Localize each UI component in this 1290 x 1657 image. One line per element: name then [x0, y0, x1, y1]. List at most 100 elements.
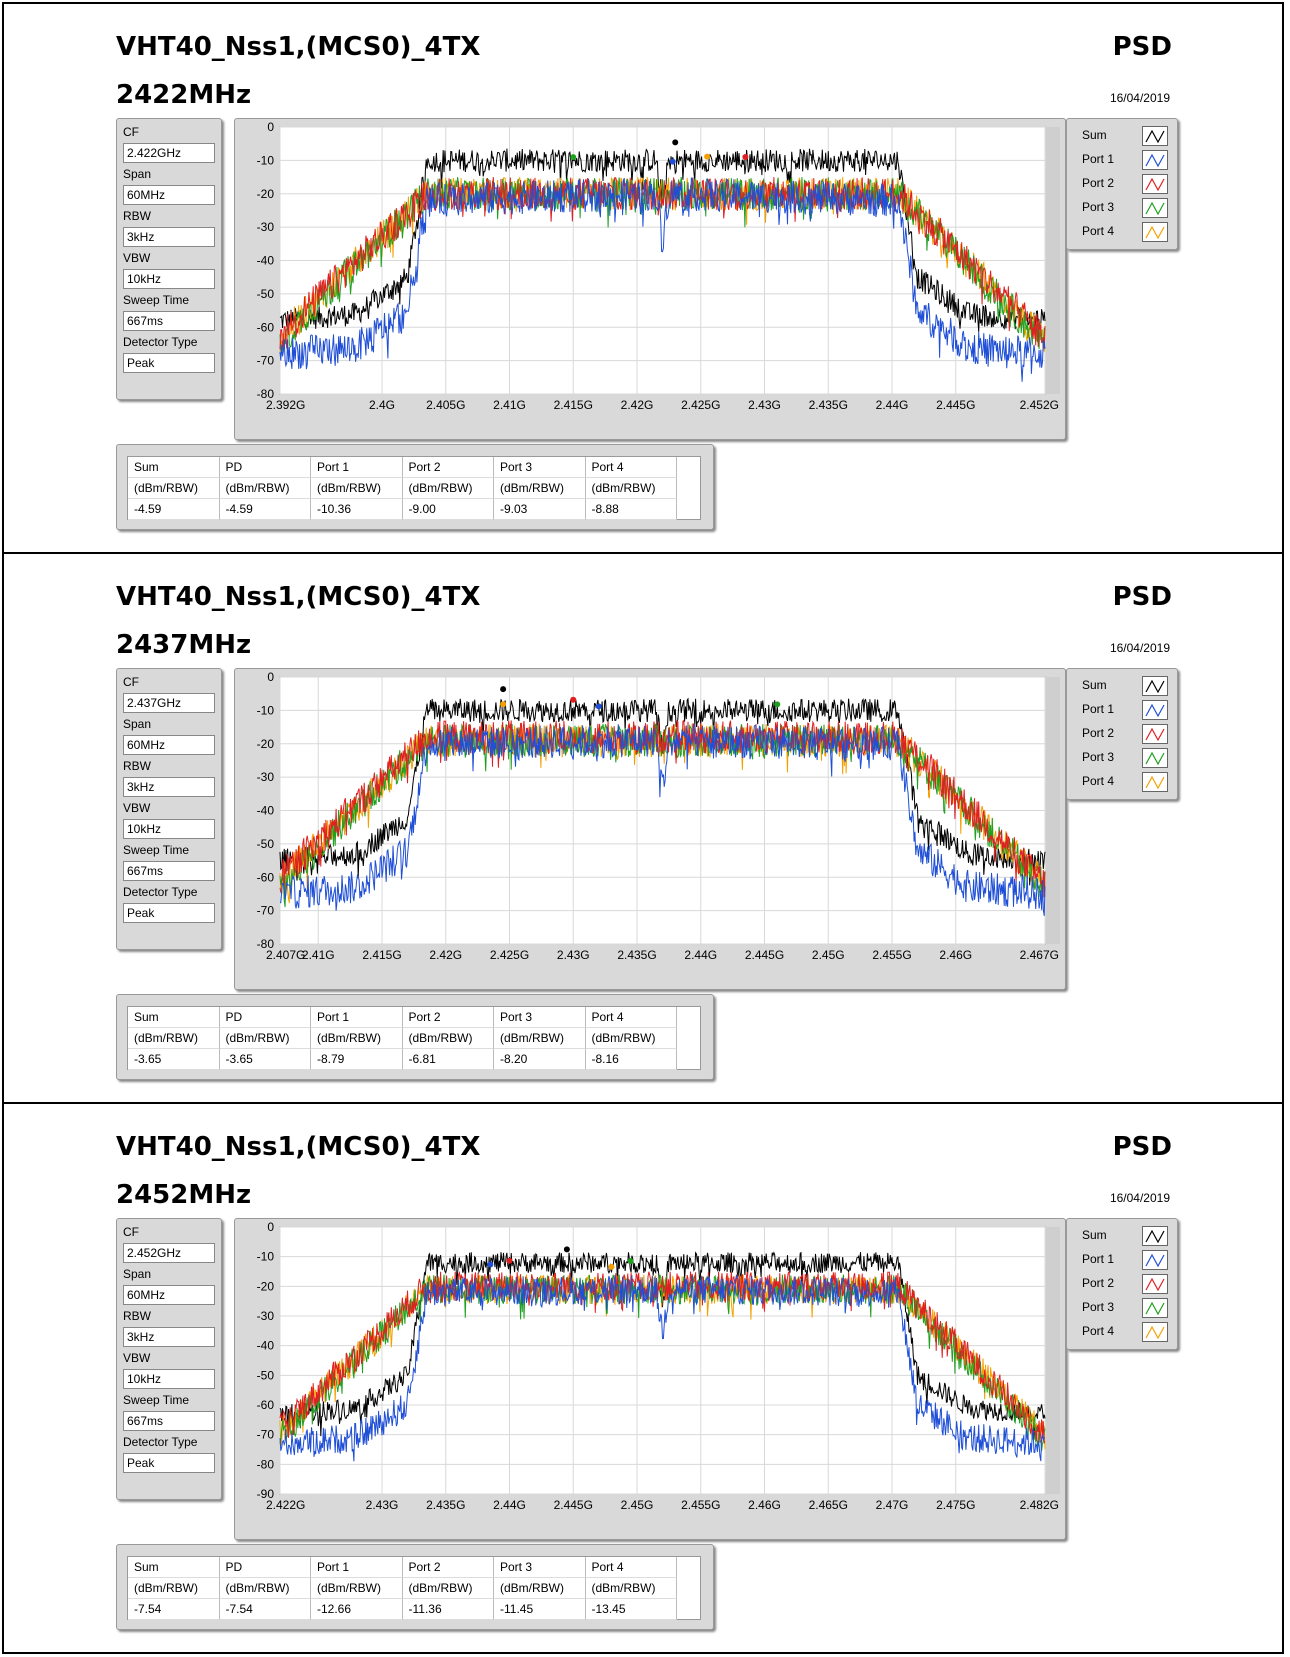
setting-value-field[interactable]: 60MHz	[123, 735, 215, 755]
x-tick-label: 2.41G	[302, 948, 335, 962]
setting-value-field[interactable]: 3kHz	[123, 227, 215, 247]
setting-value-field[interactable]: 3kHz	[123, 1327, 215, 1347]
legend-swatch[interactable]	[1142, 700, 1168, 720]
legend-swatch[interactable]	[1142, 676, 1168, 696]
plot-scrollbar[interactable]	[1046, 127, 1060, 394]
setting-value-field[interactable]: 2.422GHz	[123, 143, 215, 163]
legend-swatch[interactable]	[1142, 1274, 1168, 1294]
setting-value-field[interactable]: Peak	[123, 353, 215, 373]
table-value-cell: -9.03	[494, 499, 586, 520]
table-value-cell: -3.65	[219, 1049, 311, 1070]
swatch-line	[1145, 1229, 1165, 1244]
panel-title: VHT40_Nss1,(MCS0)_4TX	[116, 1132, 481, 1162]
setting-value-field[interactable]: 667ms	[123, 1411, 215, 1431]
legend-swatch[interactable]	[1142, 222, 1168, 242]
setting-value-field[interactable]: 10kHz	[123, 819, 215, 839]
legend-swatch[interactable]	[1142, 150, 1168, 170]
setting-value-field[interactable]: 2.437GHz	[123, 693, 215, 713]
table-unit-cell: (dBm/RBW)	[494, 478, 586, 499]
legend-entry: Sum	[1072, 1225, 1172, 1249]
y-tick-label: -70	[257, 1428, 275, 1442]
y-tick-label: -20	[257, 187, 275, 201]
table-value-cell: -8.79	[311, 1049, 403, 1070]
setting-value-field[interactable]: 10kHz	[123, 269, 215, 289]
legend-swatch[interactable]	[1142, 198, 1168, 218]
swatch-line	[1145, 153, 1165, 168]
plot-scrollbar[interactable]	[1046, 677, 1060, 944]
setting-label: CF	[123, 125, 139, 139]
setting-value-field[interactable]: 2.452GHz	[123, 1243, 215, 1263]
y-tick-label: -40	[257, 254, 275, 268]
legend-swatch[interactable]	[1142, 1250, 1168, 1270]
panel-3: VHT40_Nss1,(MCS0)_4TX 2452MHz PSD 16/04/201…	[4, 1104, 1282, 1656]
setting-label: Sweep Time	[123, 1393, 190, 1407]
legend-label: Port 2	[1082, 1276, 1115, 1290]
x-tick-label: 2.455G	[681, 1498, 720, 1512]
legend-entry: Port 1	[1072, 1249, 1172, 1273]
spectrum-chart: 0 -10 -20 -30 -40 -50 -60 -70 -80 -902.422G 2.43G 2…	[257, 1220, 1060, 1512]
legend-swatch[interactable]	[1142, 772, 1168, 792]
setting-label: Span	[123, 167, 152, 181]
series-line-port-1	[279, 177, 1046, 382]
peak-marker	[570, 696, 577, 703]
legend-swatch[interactable]	[1142, 174, 1168, 194]
plot-scrollbar[interactable]	[1046, 1227, 1060, 1494]
y-tick-label: -70	[257, 354, 275, 368]
y-tick-label: -60	[257, 870, 275, 884]
panel-frequency: 2437MHz	[116, 630, 252, 660]
legend: Sum Port 1 Port 2 Port 3 Port 4	[1066, 118, 1178, 250]
x-tick-label: 2.43G	[748, 398, 781, 412]
table-value-cell: -13.45	[585, 1599, 677, 1620]
legend-swatch[interactable]	[1142, 724, 1168, 744]
swatch-glyph	[1145, 751, 1165, 766]
setting-label: RBW	[123, 1309, 151, 1323]
x-tick-label: 2.422G	[266, 1498, 305, 1512]
series-line-port-2	[279, 1270, 1046, 1445]
table-unit-cell: (dBm/RBW)	[494, 1578, 586, 1599]
table-header-cell: Port 4	[585, 457, 677, 478]
y-tick-label: -10	[257, 153, 275, 167]
y-tick-label: -20	[257, 737, 275, 751]
table-header-cell: Port 2	[402, 1557, 494, 1578]
legend-swatch[interactable]	[1142, 1226, 1168, 1246]
table-value-cell: -6.81	[402, 1049, 494, 1070]
swatch-line	[1145, 727, 1165, 742]
table-header-cell: Port 2	[402, 457, 494, 478]
setting-value-field[interactable]: Peak	[123, 1453, 215, 1473]
plot-area	[279, 1226, 1046, 1495]
y-tick-label: -10	[257, 703, 275, 717]
legend-swatch[interactable]	[1142, 1298, 1168, 1318]
panel-title: VHT40_Nss1,(MCS0)_4TX	[116, 32, 481, 62]
y-tick-label: -70	[257, 904, 275, 918]
y-tick-label: -30	[257, 770, 275, 784]
psd-label: PSD	[1112, 32, 1172, 62]
legend-label: Port 4	[1082, 224, 1115, 238]
legend-swatch[interactable]	[1142, 126, 1168, 146]
swatch-line	[1145, 679, 1165, 694]
setting-value-field[interactable]: 3kHz	[123, 777, 215, 797]
setting-value-field[interactable]: 60MHz	[123, 185, 215, 205]
legend-swatch[interactable]	[1142, 1322, 1168, 1342]
swatch-glyph	[1145, 177, 1165, 192]
results-table: Sum (dBm/RBW) -4.59 PD (dBm/RBW) -4.59 Port 1(…	[116, 444, 714, 530]
setting-value-field[interactable]: 667ms	[123, 861, 215, 881]
setting-value-field[interactable]: 60MHz	[123, 1285, 215, 1305]
peak-marker	[774, 701, 781, 708]
swatch-line	[1145, 177, 1165, 192]
setting-value-field[interactable]: Peak	[123, 903, 215, 923]
x-tick-label: 2.46G	[748, 1498, 781, 1512]
date-label: 16/04/2019	[1109, 1191, 1170, 1205]
legend-swatch[interactable]	[1142, 748, 1168, 768]
x-tick-label: 2.445G	[554, 1498, 593, 1512]
setting-value-field[interactable]: 667ms	[123, 311, 215, 331]
y-tick-label: -50	[257, 1368, 275, 1382]
setting-value-field[interactable]: 10kHz	[123, 1369, 215, 1389]
table-value-cell: -4.59	[128, 499, 220, 520]
legend: Sum Port 1 Port 2 Port 3 Port 4	[1066, 668, 1178, 800]
swatch-glyph	[1145, 225, 1165, 240]
peak-marker	[669, 158, 676, 165]
table-unit-cell: (dBm/RBW)	[402, 478, 494, 499]
x-tick-label: 2.425G	[681, 398, 720, 412]
y-tick-label: -30	[257, 1309, 275, 1323]
